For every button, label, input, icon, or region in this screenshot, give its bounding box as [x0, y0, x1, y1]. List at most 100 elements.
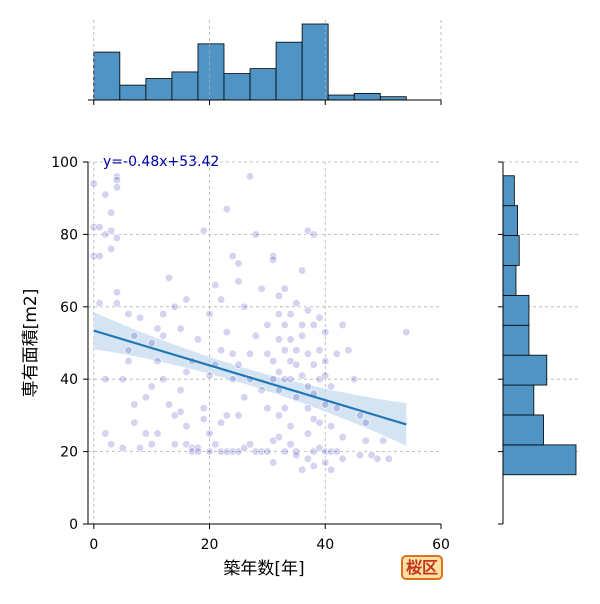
x-histogram-bar: [327, 94, 355, 101]
scatter-point: [106, 208, 116, 217]
y-histogram-bar: [502, 324, 530, 356]
scatter-point: [222, 327, 232, 337]
scatter-point: [326, 465, 336, 474]
x-histogram-bar: [301, 23, 329, 101]
scatter-point: [303, 349, 313, 359]
scatter-point: [89, 223, 98, 232]
scatter-point: [95, 251, 104, 261]
scatter-point: [205, 429, 214, 438]
scatter-point: [124, 309, 133, 319]
scatter-point: [286, 375, 295, 384]
scatter-point: [251, 331, 260, 340]
scatter-point: [130, 418, 139, 427]
scatter-point: [297, 371, 307, 380]
x-histogram-bar: [223, 73, 251, 101]
scatter-point: [378, 436, 388, 445]
y-histogram-bar: [502, 205, 519, 236]
scatter-point: [292, 393, 301, 402]
scatter-point: [211, 280, 220, 290]
area-badge: 桜区: [401, 555, 443, 580]
scatter-point: [147, 440, 156, 449]
scatter-point: [228, 447, 237, 456]
scatter-point: [164, 400, 174, 409]
scatter-point: [274, 335, 284, 344]
scatter-point: [303, 306, 313, 315]
scatter-point: [309, 461, 318, 471]
scatter-point: [176, 385, 185, 395]
scatter-point: [257, 447, 266, 456]
scatter-point: [112, 288, 122, 297]
scatter-point: [355, 411, 365, 420]
scatter-point: [211, 440, 220, 449]
scatter-point: [332, 349, 341, 359]
scatter-point: [106, 226, 116, 235]
confidence-band-layer: [93, 312, 407, 446]
scatter-point: [205, 309, 214, 319]
scatter-point: [153, 429, 162, 438]
scatter-point: [101, 429, 110, 438]
scatter-point: [274, 411, 284, 420]
scatter-point: [182, 422, 191, 431]
scatter-point: [297, 331, 307, 340]
scatter-point: [257, 385, 266, 395]
scatter-point: [234, 277, 243, 286]
x-histogram-bar: [353, 92, 381, 101]
scatter-point: [170, 440, 179, 449]
scatter-point: [321, 447, 330, 456]
scatter-point: [222, 411, 232, 420]
x-histogram-bar: [275, 41, 303, 101]
scatter-point: [274, 432, 284, 442]
scatter-point: [89, 251, 98, 261]
x-tick-label: 60: [432, 537, 450, 553]
scatter-point: [159, 309, 168, 319]
scatter-point: [274, 367, 284, 377]
scatter-point: [176, 324, 185, 333]
scatter-point: [112, 299, 122, 308]
scatter-point: [222, 204, 232, 214]
scatter-point: [245, 440, 255, 449]
scatter-point: [164, 273, 174, 282]
scatter-point: [292, 299, 301, 308]
scatter-point: [303, 382, 313, 391]
scatter-point: [321, 458, 330, 467]
scatter-point: [130, 400, 139, 409]
x-histogram-bar: [145, 78, 173, 101]
scatter-point: [280, 284, 289, 293]
scatter-point: [297, 320, 307, 330]
y-axis-label: 専有面積[m2]: [21, 289, 41, 398]
scatter-point: [222, 447, 232, 456]
y-tick-label: 60: [60, 300, 78, 316]
scatter-point: [147, 382, 156, 391]
scatter-point: [159, 375, 168, 384]
y-tick-label: 100: [51, 155, 78, 171]
scatter-point: [153, 324, 162, 333]
scatter-point: [303, 454, 313, 463]
scatter-point: [176, 407, 185, 416]
scatter-point: [257, 284, 266, 293]
y-histogram-bar: [502, 265, 517, 296]
scatter-point: [338, 320, 347, 330]
scatter-point: [251, 230, 260, 239]
scatter-point: [286, 335, 295, 344]
scatter-point: [303, 429, 313, 438]
scatter-point: [361, 436, 370, 445]
scatter-point: [321, 327, 330, 337]
scatter-point: [344, 346, 353, 355]
scatter-point: [297, 266, 307, 275]
scatter-point: [315, 346, 324, 355]
y-tick-label: 80: [60, 227, 78, 243]
scatter-point: [280, 346, 289, 355]
scatter-point: [106, 244, 116, 254]
scatter-point: [338, 454, 347, 463]
scatter-point: [118, 375, 127, 384]
scatter-point: [373, 454, 382, 463]
scatter-point: [112, 183, 122, 192]
scatter-point: [309, 360, 318, 369]
scatter-point: [124, 346, 133, 355]
scatter-point: [269, 375, 278, 384]
x-histogram-bar: [119, 84, 147, 101]
scatter-point: [216, 346, 226, 355]
scatter-point: [89, 179, 98, 188]
